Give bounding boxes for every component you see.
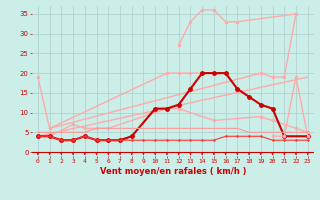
X-axis label: Vent moyen/en rafales ( km/h ): Vent moyen/en rafales ( km/h ) [100, 167, 246, 176]
